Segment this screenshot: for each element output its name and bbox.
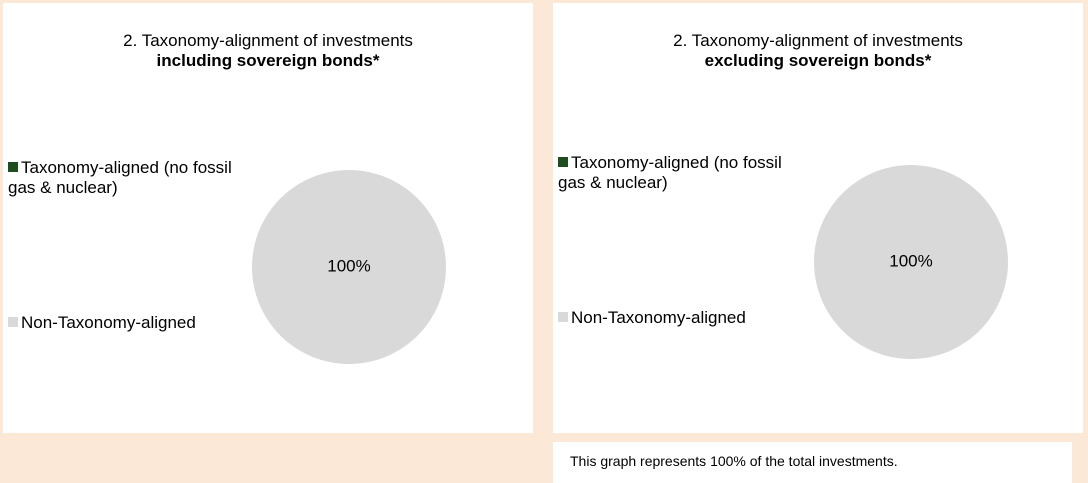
legend-swatch — [558, 157, 568, 167]
legend-item: Non-Taxonomy-aligned — [558, 308, 798, 328]
pie-chart: 100% — [252, 170, 446, 364]
legend-label: Taxonomy-aligned (no fossil gas & nuclea… — [558, 153, 782, 192]
data-label: 100% — [327, 256, 370, 275]
legend-item: Non-Taxonomy-aligned — [8, 313, 248, 333]
legend-item: Taxonomy-aligned (no fossil gas & nuclea… — [8, 158, 248, 198]
subtitle-line: including sovereign bonds* — [156, 51, 380, 70]
legend-swatch — [558, 312, 568, 322]
legend-item: Taxonomy-aligned (no fossil gas & nuclea… — [558, 153, 798, 193]
title-line: 2. Taxonomy-alignment of investments — [673, 31, 963, 50]
legend-label: Taxonomy-aligned (no fossil gas & nuclea… — [8, 158, 232, 197]
chart-panel: 2. Taxonomy-alignment of investments incl… — [3, 3, 533, 433]
legend-label: Non-Taxonomy-aligned — [21, 313, 196, 332]
pie-slice — [252, 170, 446, 364]
footnote: This graph represents 100% of the total … — [553, 442, 1072, 483]
legend-swatch — [8, 317, 18, 327]
title-line: 2. Taxonomy-alignment of investments — [123, 31, 413, 50]
chart-title: 2. Taxonomy-alignment of investments excl… — [553, 31, 1083, 71]
legend-swatch — [8, 162, 18, 172]
subtitle-line: excluding sovereign bonds* — [704, 51, 932, 70]
pie-slice — [814, 165, 1008, 359]
data-label: 100% — [889, 251, 932, 270]
chart-panel: 2. Taxonomy-alignment of investments excl… — [553, 3, 1083, 433]
legend-label: Non-Taxonomy-aligned — [571, 308, 746, 327]
chart-title: 2. Taxonomy-alignment of investments incl… — [3, 31, 533, 71]
pie-chart: 100% — [814, 165, 1008, 359]
